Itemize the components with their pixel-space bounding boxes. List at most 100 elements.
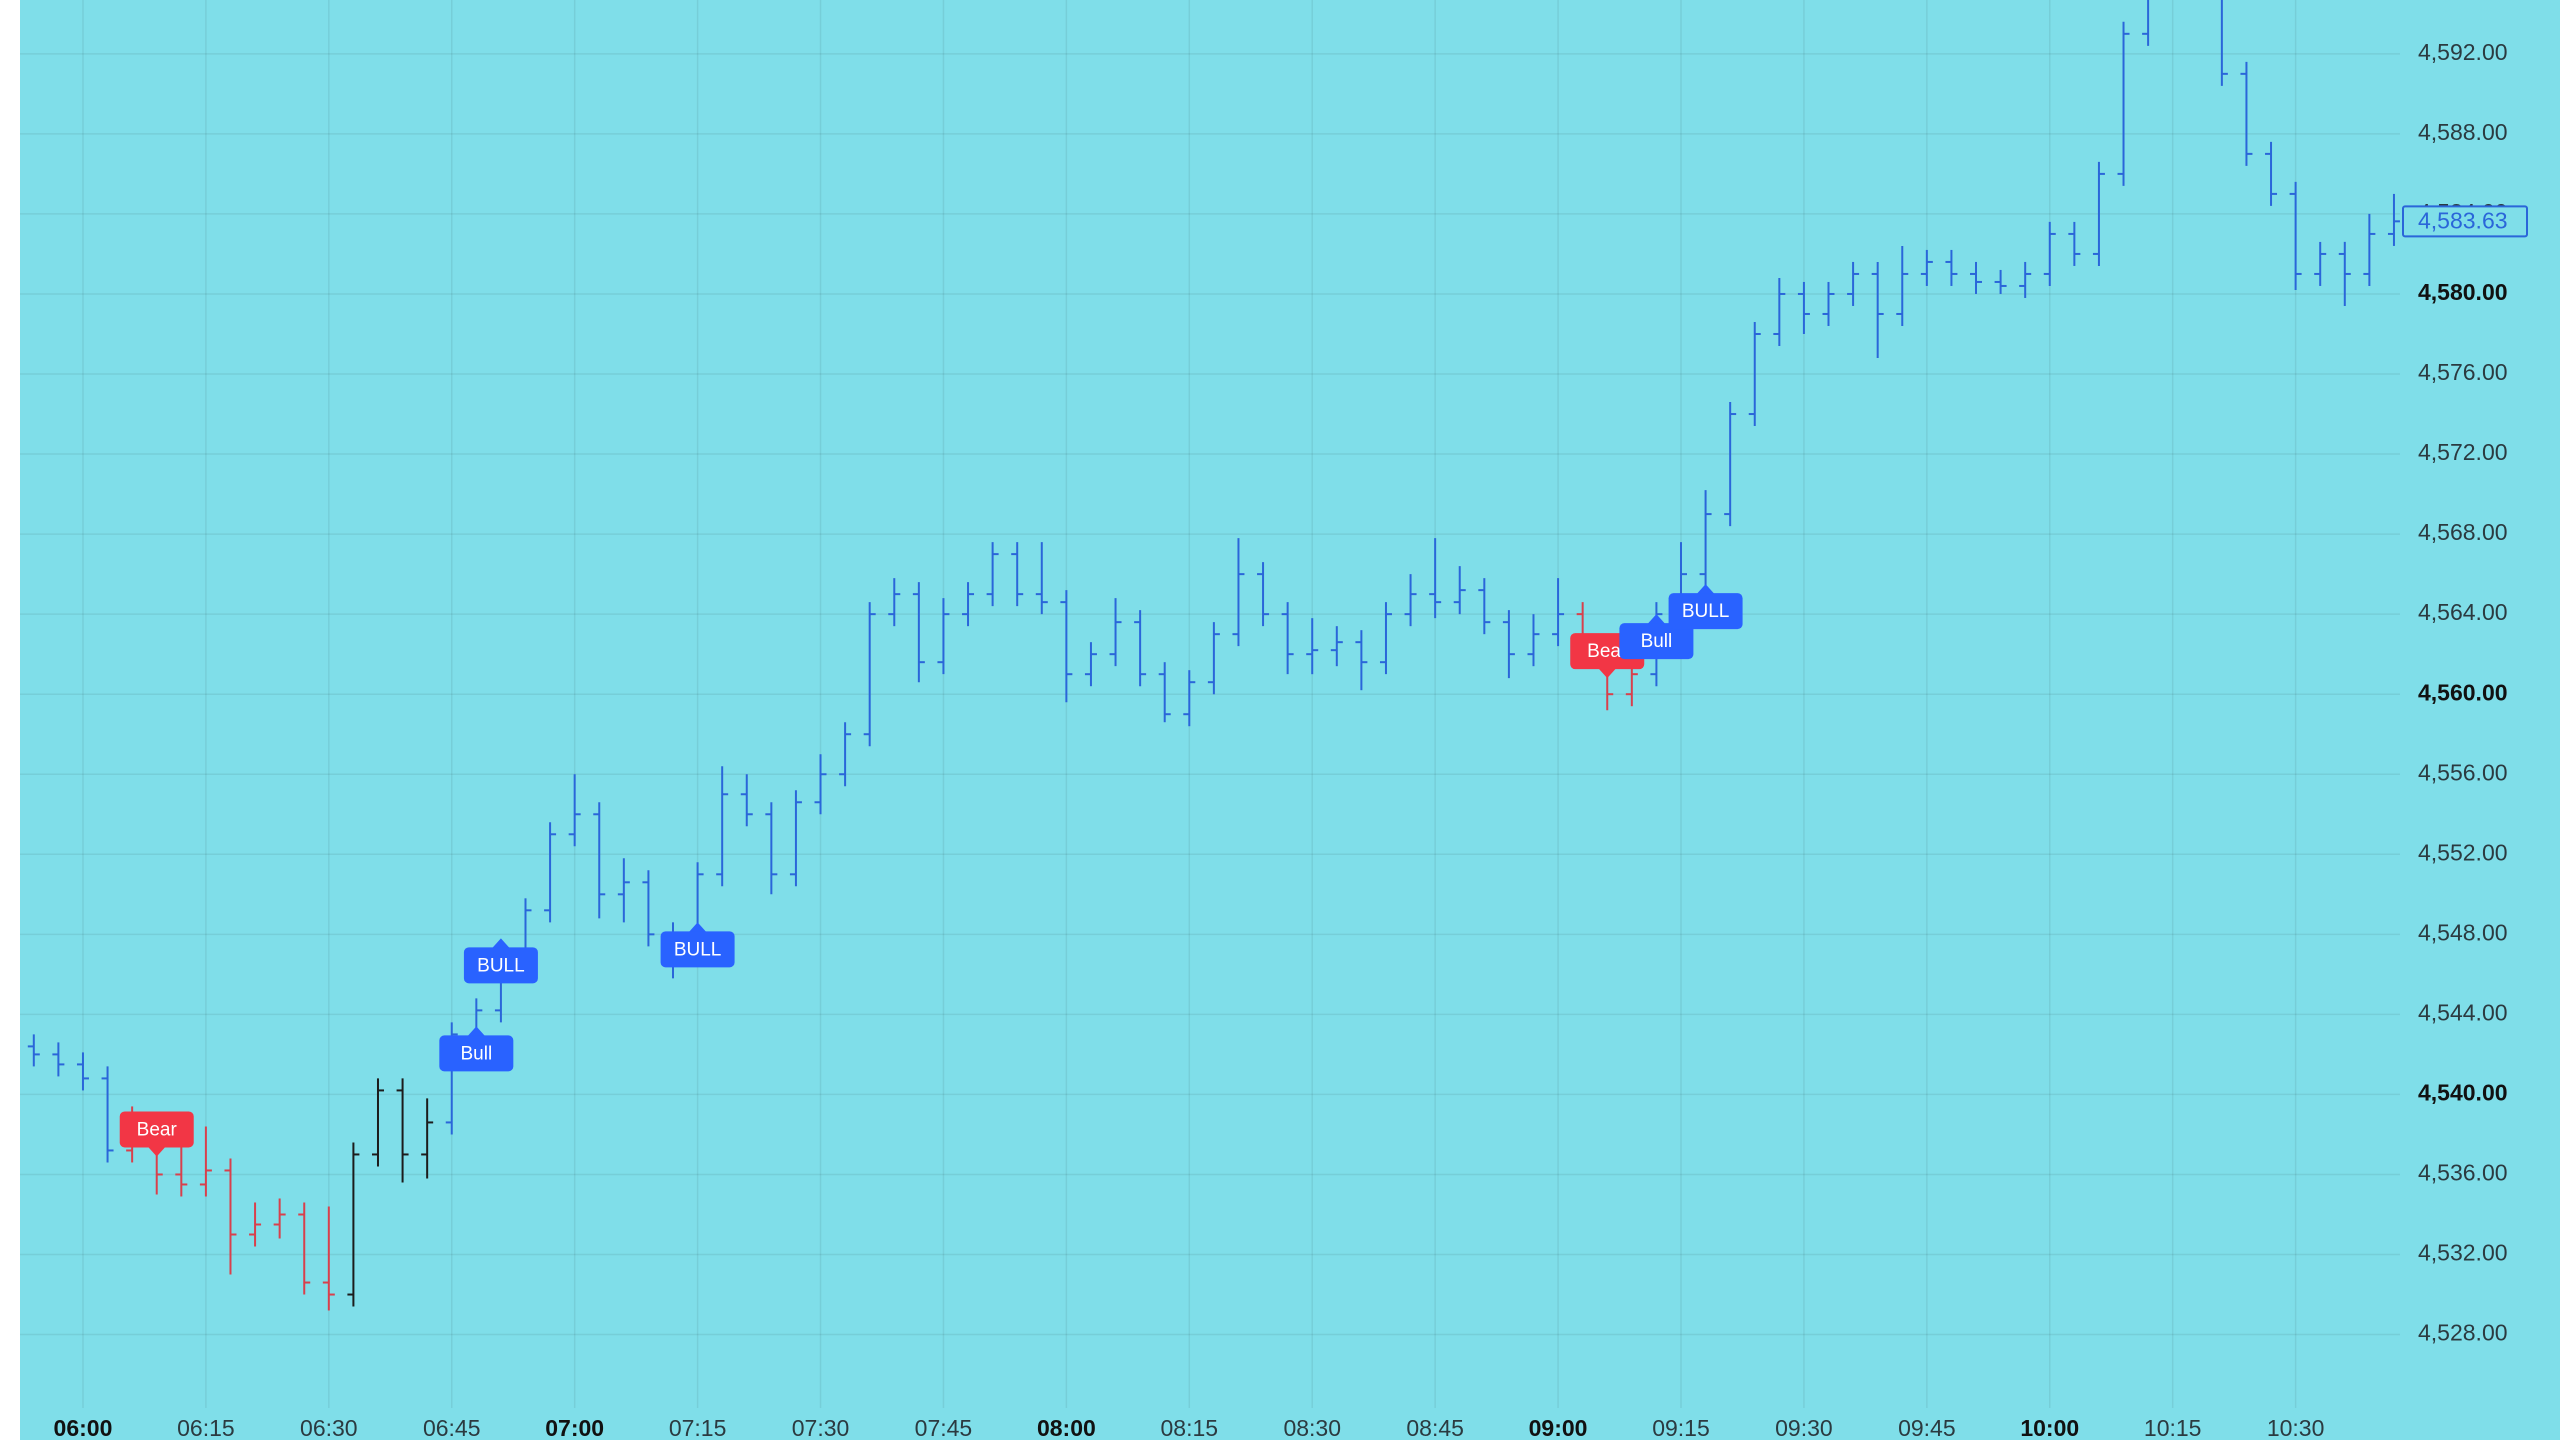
x-tick-label: 06:45 [423, 1415, 481, 1440]
label-pointer [1647, 614, 1666, 625]
ohlc-bar [937, 598, 950, 675]
last-price-label: 4,583.63 [2418, 207, 2508, 233]
ohlc-bar [421, 1098, 434, 1179]
x-tick-label: 07:00 [545, 1415, 604, 1440]
ohlc-bar [1011, 542, 1024, 607]
ohlc-bar [2068, 221, 2081, 266]
x-tick-label: 07:15 [669, 1415, 727, 1440]
x-tick-label: 08:30 [1283, 1415, 1341, 1440]
ohlc-bar [716, 766, 729, 887]
ohlc-bar [1920, 249, 1933, 286]
ohlc-bar [1429, 538, 1442, 619]
label-box [119, 1111, 194, 1148]
label-text: BULL [1682, 601, 1730, 622]
y-tick-label: 4,528.00 [2418, 1320, 2508, 1346]
ohlc-bar [568, 774, 581, 847]
ohlc-bar [1109, 598, 1122, 667]
x-tick-label: 06:00 [54, 1415, 113, 1440]
label-pointer [1696, 584, 1715, 595]
label-text: Bull [1641, 631, 1673, 652]
label-pointer [1598, 668, 1617, 679]
ohlc-bar [2289, 181, 2302, 290]
ohlc-bar [1748, 321, 1761, 427]
y-tick-label: 4,536.00 [2418, 1160, 2508, 1186]
ohlc-bar [396, 1078, 409, 1183]
grid [20, 0, 2400, 1408]
label-box [463, 947, 538, 984]
x-tick-label: 10:00 [2020, 1415, 2079, 1440]
x-tick-label: 09:00 [1529, 1415, 1588, 1440]
ohlc-bar [2363, 213, 2376, 286]
ohlc-bar [1183, 670, 1196, 727]
ohlc-bar [322, 1206, 335, 1311]
y-tick-label: 4,548.00 [2418, 919, 2508, 945]
ohlc-bar [1134, 610, 1147, 687]
ohlc-bar [224, 1158, 237, 1275]
ohlc-bar [2043, 221, 2056, 286]
label-box [660, 931, 735, 968]
ohlc-bar [175, 1146, 188, 1197]
ohlc-bar [1994, 269, 2007, 294]
ohlc-bar [1797, 281, 1810, 334]
y-tick-label: 4,568.00 [2418, 519, 2508, 545]
ohlc-bar [2387, 193, 2400, 246]
y-tick-label: 4,592.00 [2418, 39, 2508, 65]
ohlc-bar [617, 858, 630, 923]
y-tick-label: 4,560.00 [2418, 679, 2508, 705]
ohlc-bar [273, 1198, 286, 1239]
x-tick-label: 06:30 [300, 1415, 358, 1440]
ohlc-bar [642, 870, 655, 947]
x-tick-label: 10:30 [2267, 1415, 2325, 1440]
y-tick-label: 4,588.00 [2418, 119, 2508, 145]
ohlc-bar [1379, 602, 1392, 675]
chart-background [20, 0, 2560, 1440]
label-pointer [491, 938, 510, 949]
ohlc-bar [2117, 21, 2130, 186]
label-box [1619, 623, 1694, 660]
label-text: BULL [674, 939, 722, 960]
x-tick-label: 07:30 [792, 1415, 850, 1440]
ohlc-bar [1625, 662, 1638, 707]
label-text: Bear [137, 1119, 178, 1140]
ohlc-bar [1355, 630, 1368, 691]
x-tick-label: 08:45 [1406, 1415, 1464, 1440]
ohlc-bar [1035, 542, 1048, 615]
last-price-box [2402, 205, 2528, 238]
ohlc-bar [1699, 490, 1712, 587]
ohlc-bar [1773, 277, 1786, 346]
ohlc-bar [347, 1142, 360, 1307]
y-tick-label: 4,576.00 [2418, 359, 2508, 385]
ohlc-bar [888, 578, 901, 627]
ohlc-bar [101, 1066, 114, 1163]
ohlc-bar [1306, 618, 1319, 675]
y-tick-label: 4,532.00 [2418, 1240, 2508, 1266]
ohlc-bar [1404, 574, 1417, 627]
ohlc-bar [2142, 0, 2150, 46]
ohlc-bar [76, 1052, 89, 1091]
x-tick-label: 07:45 [915, 1415, 973, 1440]
ohlc-bar [765, 802, 778, 895]
ohlc-bar [1822, 281, 1835, 326]
ohlc-bar [1084, 642, 1097, 687]
axes: 4,528.00 4,532.00 4,536.00 4,540.00 4,544.00… [54, 39, 2528, 1440]
y-tick-label: 4,540.00 [2418, 1080, 2508, 1106]
label-pointer [688, 922, 707, 933]
ohlc-bar [249, 1202, 262, 1247]
y-tick-label: 4,556.00 [2418, 759, 2508, 785]
ohlc-bar [1232, 538, 1245, 647]
x-tick-label: 08:15 [1161, 1415, 1219, 1440]
ohlc-bar [2265, 141, 2278, 206]
ohlc-bar [839, 722, 852, 787]
signal-labels: Bear Bull BULL BULL Bear Bull BULL [119, 584, 1743, 1157]
x-tick-label: 09:45 [1898, 1415, 1956, 1440]
ohlc-bar [27, 1034, 40, 1067]
y-tick-label: 4,544.00 [2418, 999, 2508, 1025]
label-text: Bear [1587, 641, 1628, 662]
ohlc-bar [1478, 578, 1491, 635]
ohlc-bar [1552, 578, 1565, 647]
ohlc-bar [1453, 566, 1466, 615]
ohlc-bar [2092, 161, 2105, 266]
ohlc-bar [2314, 241, 2327, 286]
ohlc-bar [962, 582, 975, 627]
